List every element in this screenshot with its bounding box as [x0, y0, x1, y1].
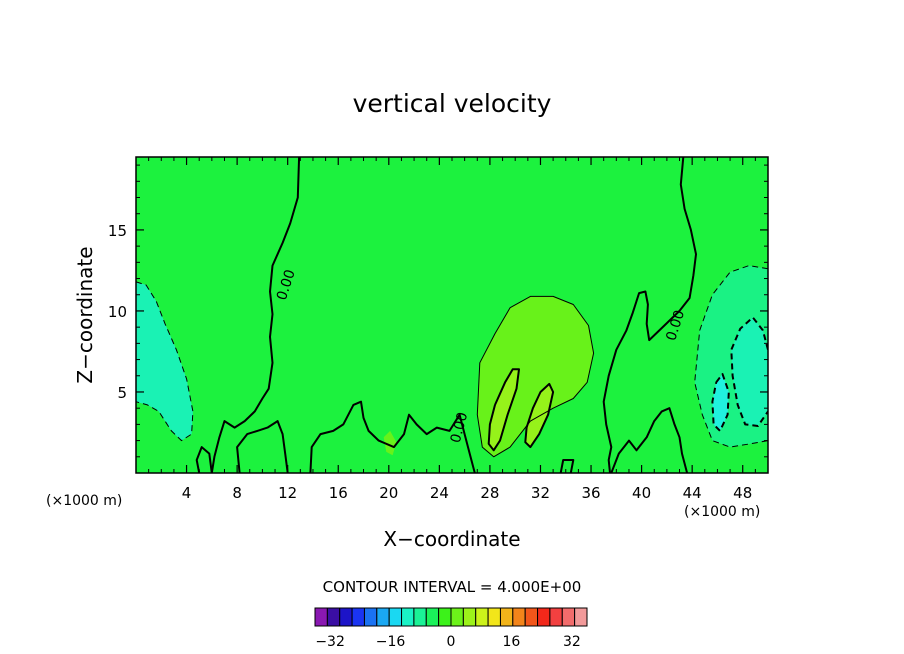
contour-interval-text: CONTOUR INTERVAL = 4.000E+00 [323, 578, 582, 596]
colorbar-swatch [314, 607, 328, 627]
contour-line [309, 400, 476, 473]
y-tick-label: 5 [117, 384, 127, 402]
colorbar-swatch [363, 607, 378, 627]
contour-line [610, 407, 689, 473]
colorbar-swatch [351, 607, 365, 627]
colorbar-swatch [561, 607, 576, 627]
colorbar-swatch [537, 607, 551, 627]
region-right-downdraft-inner [731, 317, 768, 426]
x-tick-label: 8 [232, 484, 242, 502]
colorbar-swatch [499, 607, 514, 627]
x-tick-label: 48 [733, 484, 752, 502]
x-axis: 4 8 12 16 20 24 28 32 36 40 44 48 [148, 157, 756, 502]
contour-line [602, 157, 697, 473]
y-axis: 5 10 15 [108, 164, 768, 458]
x-tick-label: 4 [182, 484, 192, 502]
region-updraft-ridge-right [525, 383, 554, 448]
contour-line [236, 420, 289, 473]
colorbar-swatch [413, 607, 427, 627]
colorbar [314, 607, 588, 627]
x-tick-label: 12 [278, 484, 297, 502]
x-unit-label-right: (×1000 m) [684, 504, 760, 520]
colorbar-swatch [376, 607, 390, 627]
colorbar-swatch [450, 607, 464, 627]
colorbar-tick-label: 16 [503, 634, 521, 650]
contour-line [487, 368, 520, 452]
colorbar-tick-label: 0 [447, 634, 456, 650]
x-unit-label-left: (×1000 m) [46, 493, 122, 509]
chart-title: vertical velocity [353, 89, 552, 118]
x-tick-label: 40 [632, 484, 651, 502]
x-tick-label: 24 [430, 484, 449, 502]
x-tick-label: 36 [581, 484, 600, 502]
colorbar-swatch [524, 607, 539, 627]
colorbar-swatch [326, 607, 341, 627]
contour-line [711, 373, 730, 432]
contour-line [476, 295, 595, 458]
x-tick-label: 16 [329, 484, 348, 502]
x-tick-label: 20 [379, 484, 398, 502]
contour-label: 0.00 [448, 411, 472, 445]
contour-line [195, 446, 213, 473]
region-updraft-ridge-left [488, 369, 519, 451]
contour-line [694, 265, 768, 448]
contour-line [524, 382, 555, 449]
colorbar-tick-label: −16 [376, 634, 406, 650]
colorbar-ticks: −32 −16 0 16 32 [315, 634, 580, 650]
colorbar-swatch [574, 607, 588, 627]
colorbar-swatch [401, 607, 415, 627]
colorbar-swatch [462, 607, 477, 627]
y-tick-label: 10 [108, 303, 127, 321]
x-axis-label: X−coordinate [383, 527, 520, 551]
region-right-downdraft-inner-2 [712, 374, 729, 431]
colorbar-swatch [339, 607, 353, 627]
contour-line [210, 157, 301, 473]
x-tick-label: 32 [531, 484, 550, 502]
colorbar-tick-label: −32 [315, 634, 345, 650]
plot-area: 0.000.000.00 4 8 12 16 20 24 28 32 36 40 44 48 5101… [108, 156, 769, 502]
plot-background [136, 157, 768, 473]
region-small-updraft [383, 430, 397, 456]
contour-line [559, 459, 575, 473]
colorbar-tick-label: 32 [563, 634, 581, 650]
colorbar-swatch [549, 607, 563, 627]
colorbar-swatch [425, 607, 440, 627]
y-axis-label: Z−coordinate [73, 246, 97, 383]
x-tick-label: 28 [480, 484, 499, 502]
colorbar-swatch [487, 607, 501, 627]
colorbar-swatch [438, 607, 452, 627]
colorbar-swatch [512, 607, 526, 627]
x-tick-label: 44 [683, 484, 702, 502]
y-tick-label: 15 [108, 222, 127, 240]
colorbar-swatch [388, 607, 403, 627]
colorbar-swatch [475, 607, 489, 627]
contour-lines [136, 157, 768, 473]
region-left-downdraft [136, 281, 193, 441]
